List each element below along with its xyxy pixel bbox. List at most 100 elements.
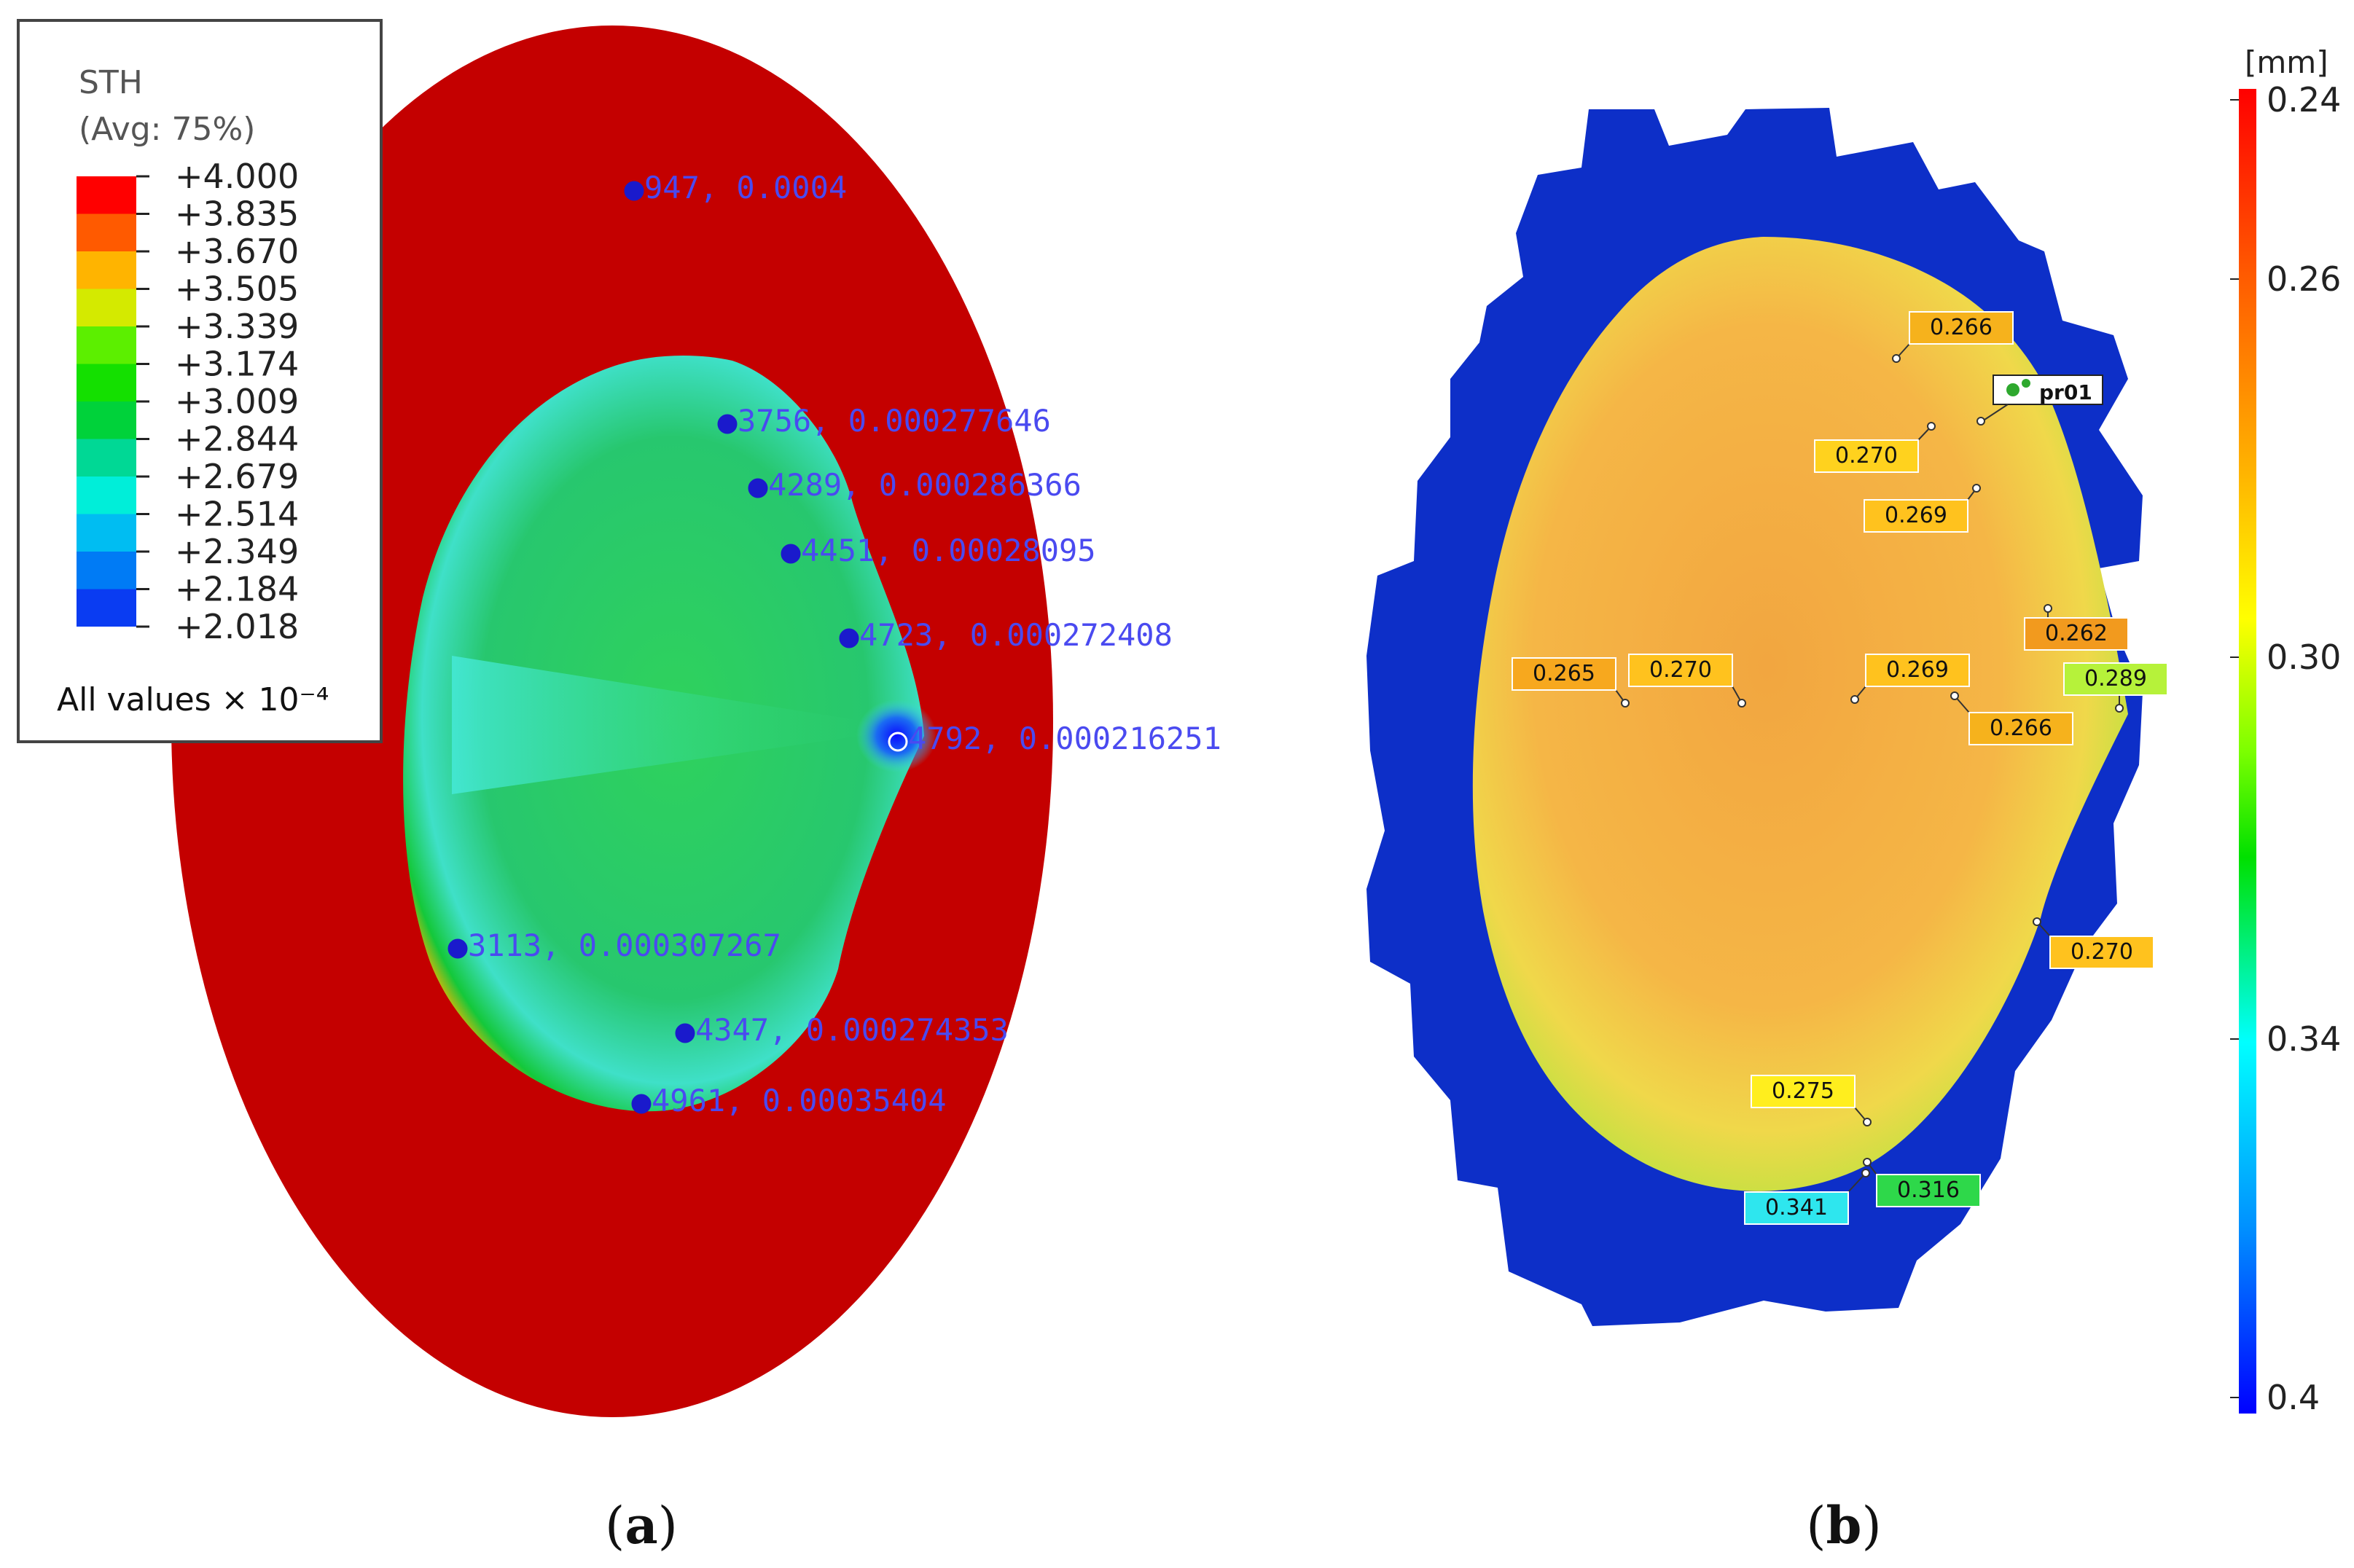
legend-value: +3.835 [175, 195, 299, 234]
legend-swatch [77, 251, 136, 289]
node-marker [781, 544, 801, 564]
callout-box [1865, 654, 1970, 687]
panel-b: 0.266 0.270 0.269 0.262 0.289 0.265 0.270 0.269… [1366, 44, 2341, 1556]
callout-anchor [1861, 1169, 1870, 1177]
callout-value: 0.262 [2045, 621, 2108, 646]
caption-a-letter: a [625, 1495, 657, 1556]
callout-value: 0.269 [1886, 657, 1949, 683]
colorbar-tick-label: 0.34 [2267, 1019, 2341, 1059]
node-marker [839, 628, 859, 648]
probe-marker: pr01 [1976, 375, 2103, 426]
legend-value: +3.339 [175, 307, 299, 346]
legend-subtitle: (Avg: 75%) [79, 111, 255, 148]
callout-box [1909, 311, 2014, 345]
legend-value: +2.679 [175, 457, 299, 496]
callout-box [1744, 1191, 1849, 1225]
colorbar-tick-label: 0.24 [2267, 80, 2341, 119]
legend-value: +2.184 [175, 570, 299, 609]
callout-box [1628, 654, 1733, 687]
node-label: 4961, 0.00035404 [652, 1083, 947, 1118]
legend-value: +2.018 [175, 607, 299, 646]
node-label: 4289, 0.000286366 [768, 467, 1082, 503]
caption-b: (b) [1806, 1495, 1882, 1556]
colorbar-gradient [2239, 89, 2256, 1414]
callout-anchor [1863, 1158, 1872, 1167]
legend-swatch [77, 326, 136, 364]
callout-value: 0.275 [1772, 1078, 1834, 1104]
callout-box [2063, 662, 2168, 696]
callout-value: 0.266 [1930, 315, 1993, 340]
legend-value: +2.349 [175, 532, 299, 571]
panel-a: STH (Avg: 75%) +4.000+3.835+3.670+3.505+… [17, 19, 1221, 1556]
callout-anchor [1927, 422, 1936, 431]
callout-box [1968, 712, 2073, 745]
node-label: 4347, 0.000274353 [695, 1012, 1009, 1048]
legend-footer: All values × 10⁻⁴ [57, 681, 329, 718]
node-marker [631, 1094, 652, 1114]
cone-band [452, 656, 911, 794]
callout-value: 0.341 [1765, 1195, 1828, 1220]
callout-value: 0.270 [1835, 443, 1898, 469]
callout-box [1864, 499, 1968, 533]
legend-value: +3.505 [175, 270, 299, 309]
callout-value: 0.316 [1897, 1177, 1960, 1203]
legend-swatch [77, 401, 136, 439]
callout-value: 0.289 [2084, 666, 2147, 691]
node-marker [717, 414, 738, 434]
node-marker [888, 732, 908, 752]
callout-box [2024, 617, 2129, 651]
legend-swatch [77, 364, 136, 401]
colorbar-unit: [mm] [2245, 44, 2328, 80]
callout-value: 0.270 [1649, 657, 1712, 683]
colorbar-tick-label: 0.26 [2267, 259, 2341, 299]
callout-box [1512, 657, 1616, 691]
legend-value: +4.000 [175, 157, 299, 196]
callout-value: 0.269 [1885, 503, 1947, 528]
callout-value: 0.270 [2070, 939, 2133, 965]
callout-anchor [1863, 1118, 1872, 1126]
tip-low-thickness-zone [856, 699, 936, 772]
legend-value: +2.844 [175, 420, 299, 459]
callout-anchor [2033, 917, 2041, 926]
node-marker [447, 938, 468, 959]
legend-title: STH [79, 64, 143, 101]
colorbar-tick-label: 0.30 [2267, 638, 2341, 677]
thickness-callouts: 0.266 0.270 0.269 0.262 0.289 0.265 0.270 0.269… [1512, 311, 2168, 1225]
probe-label: pr01 [2039, 380, 2092, 404]
node-marker [748, 478, 768, 498]
legend-value: +2.514 [175, 495, 299, 534]
callout-anchor [1850, 695, 1859, 704]
caption-a: (a) [605, 1495, 678, 1556]
callout-anchor [1972, 484, 1981, 493]
callout-box [1814, 439, 1919, 473]
legend-swatch [77, 514, 136, 552]
node-label: 4723, 0.000272408 [859, 617, 1173, 653]
legend-swatch [77, 176, 136, 214]
node-marker [675, 1023, 695, 1043]
legend-swatches: +4.000+3.835+3.670+3.505+3.339+3.174+3.0… [77, 157, 299, 646]
probe-icon [2006, 383, 2019, 396]
callout-box [1751, 1075, 1856, 1108]
callout-anchor [1621, 699, 1630, 707]
callout-anchor [2044, 604, 2052, 613]
legend-swatch [77, 213, 136, 251]
legend-box: STH (Avg: 75%) +4.000+3.835+3.670+3.505+… [17, 19, 383, 743]
legend-swatch [77, 552, 136, 589]
legend-swatch [77, 477, 136, 514]
legend-value: +3.009 [175, 382, 299, 421]
legend-value: +3.174 [175, 345, 299, 384]
callout-box [2049, 936, 2154, 969]
caption-b-letter: b [1826, 1495, 1862, 1556]
callout-anchor [1950, 691, 1959, 700]
callout-anchor [2115, 704, 2124, 713]
colorbar-ticks: 0.24 0.26 0.30 0.34 0.4 [2230, 80, 2341, 1417]
callout-box [1876, 1174, 1981, 1207]
callout-value: 0.265 [1533, 661, 1595, 686]
legend-swatch [77, 589, 136, 627]
node-label: 4792, 0.000216251 [908, 721, 1221, 756]
node-label: 947, 0.0004 [644, 170, 847, 205]
legend-swatch [77, 289, 136, 326]
callout-value: 0.266 [1990, 716, 2052, 741]
colorbar: [mm] 0.24 0.26 0.30 0.34 0.4 [2230, 44, 2341, 1417]
